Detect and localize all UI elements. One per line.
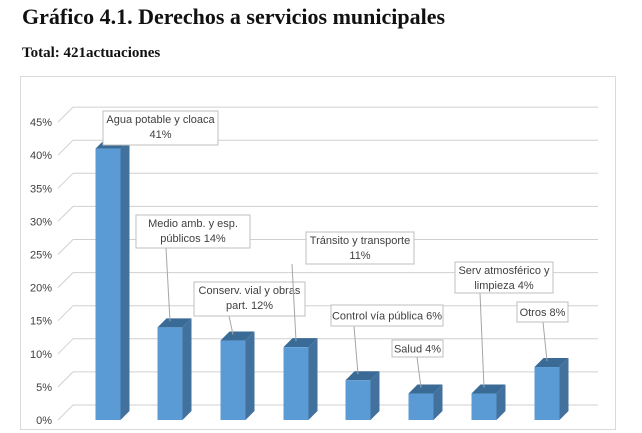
bar-top xyxy=(220,331,255,341)
bar-top xyxy=(157,318,192,328)
gridline-diagonal xyxy=(57,305,74,322)
y-tick-label: 15% xyxy=(30,316,52,328)
data-label-box xyxy=(102,110,219,146)
gridline-diagonal xyxy=(57,139,74,156)
leader-line xyxy=(542,321,548,362)
bar-side xyxy=(182,318,192,420)
gridline-diagonal xyxy=(57,106,74,123)
data-label-box xyxy=(193,281,306,317)
leader-line xyxy=(291,263,297,342)
gridline-diagonal xyxy=(57,206,74,222)
gridline-diagonal xyxy=(57,371,74,388)
bar-side xyxy=(120,139,130,420)
y-tick-label: 20% xyxy=(30,283,52,295)
leader-line xyxy=(479,292,485,388)
y-tick-label: 35% xyxy=(30,183,52,195)
bar-top xyxy=(408,384,443,394)
chart-frame xyxy=(20,76,616,430)
data-label: limpieza 4% xyxy=(474,280,534,292)
data-label-box xyxy=(135,214,251,249)
data-label-box xyxy=(391,339,444,358)
bar xyxy=(534,367,560,420)
gridline-diagonal xyxy=(57,404,74,421)
y-tick-label: 5% xyxy=(36,382,52,394)
data-label: Salud 4% xyxy=(394,344,441,356)
chart-title: Gráfico 4.1. Derechos a servicios munici… xyxy=(22,4,446,29)
data-label-box xyxy=(516,301,569,323)
leader-line xyxy=(165,247,171,322)
data-label-box xyxy=(305,231,415,265)
y-tick-label: 25% xyxy=(30,250,52,262)
data-label: Serv atmosférico y xyxy=(458,265,550,277)
bar xyxy=(345,380,371,420)
y-tick-label: 40% xyxy=(30,150,52,162)
data-label: part. 12% xyxy=(226,300,273,312)
data-label: Tránsito y transporte xyxy=(310,235,410,247)
gridline-diagonal xyxy=(57,172,74,189)
y-tick-label: 45% xyxy=(30,117,52,129)
bar-side xyxy=(433,384,443,420)
data-label: Otros 8% xyxy=(520,307,566,319)
leader-line xyxy=(353,325,359,375)
data-label-box xyxy=(454,261,554,294)
data-label-box xyxy=(330,304,444,327)
y-tick-label: 30% xyxy=(30,216,52,228)
gridline-diagonal xyxy=(57,272,74,288)
bar xyxy=(95,148,121,420)
data-label: Medio amb. y esp. xyxy=(148,218,238,230)
bar xyxy=(283,347,309,420)
data-label: 11% xyxy=(349,250,370,262)
chart-subtitle: Total: 421actuaciones xyxy=(22,45,161,61)
bar-side xyxy=(370,371,380,420)
bar xyxy=(157,327,183,420)
data-label: Agua potable y cloaca xyxy=(106,114,215,126)
leader-line xyxy=(416,356,422,388)
bar xyxy=(471,393,497,420)
gridline-diagonal xyxy=(57,239,74,255)
data-label: Conserv. vial y obras xyxy=(199,285,301,297)
gridline-diagonal xyxy=(57,338,74,355)
y-tick-label: 0% xyxy=(36,415,52,427)
bar xyxy=(408,393,434,420)
bar-side xyxy=(308,338,318,420)
bar-top xyxy=(534,358,569,368)
y-tick-label: 10% xyxy=(30,349,52,361)
data-label: públicos 14% xyxy=(160,233,226,245)
bar-side xyxy=(559,358,569,420)
bar xyxy=(220,340,246,420)
bar-top xyxy=(345,371,380,381)
bar-top xyxy=(283,338,318,348)
leader-line xyxy=(228,315,234,335)
bar-top xyxy=(471,384,506,394)
data-label: 41% xyxy=(149,129,171,141)
data-label: Control vía pública 6% xyxy=(332,311,442,323)
bar-side xyxy=(245,331,255,420)
bar-side xyxy=(496,384,506,420)
